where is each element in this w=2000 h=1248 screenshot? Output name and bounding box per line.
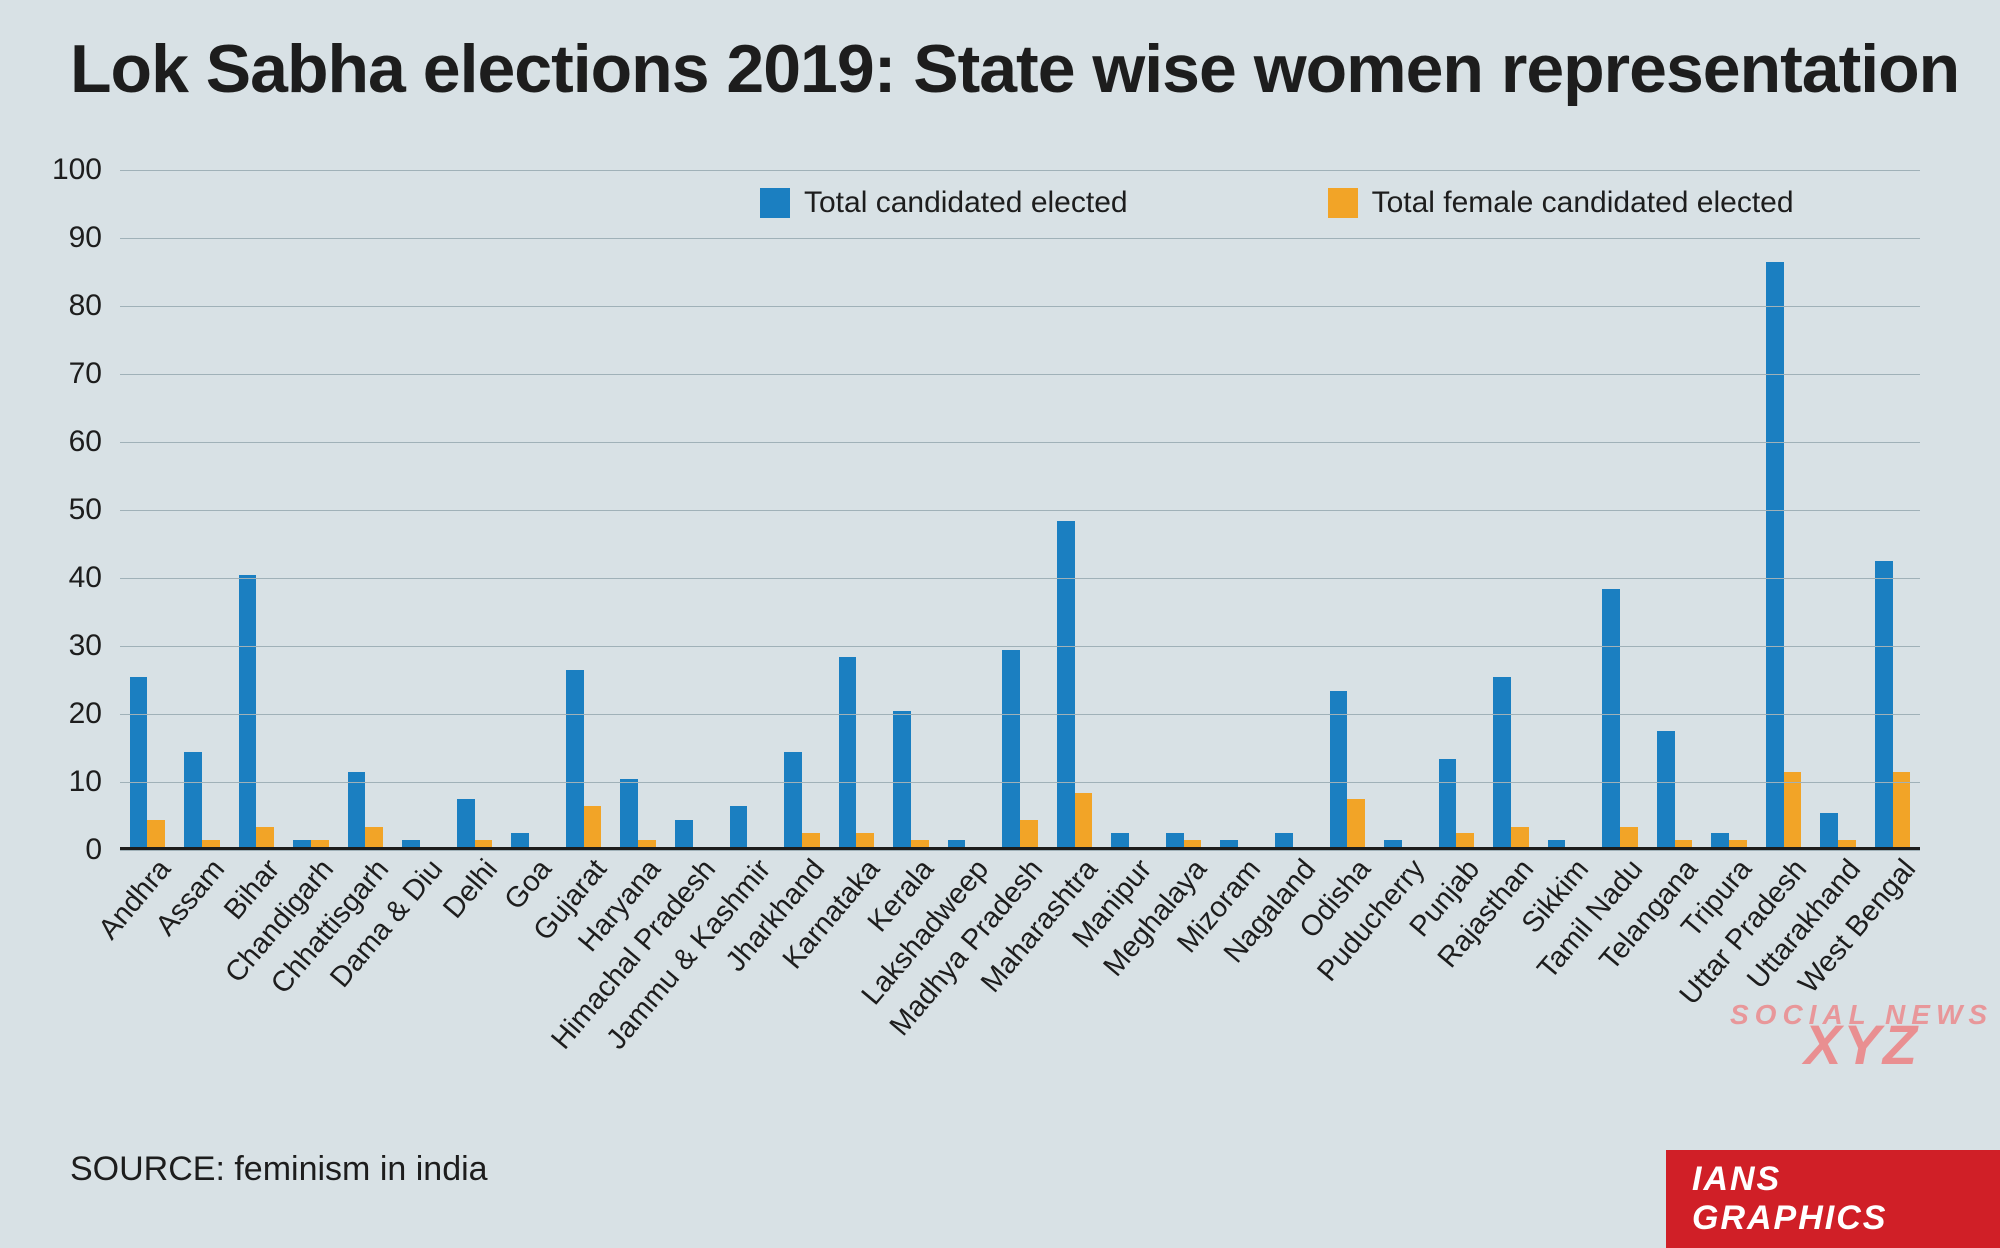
bar bbox=[1439, 759, 1457, 847]
bar bbox=[1347, 799, 1365, 847]
bar bbox=[348, 772, 366, 847]
bar bbox=[1166, 833, 1184, 847]
legend-swatch bbox=[760, 188, 790, 218]
y-tick-label: 70 bbox=[69, 357, 120, 391]
gridline bbox=[120, 714, 1920, 715]
bar bbox=[893, 711, 911, 847]
gridline bbox=[120, 374, 1920, 375]
bar bbox=[566, 670, 584, 847]
bar bbox=[202, 840, 220, 847]
bar bbox=[1711, 833, 1729, 847]
bar bbox=[638, 840, 656, 847]
bar bbox=[184, 752, 202, 847]
bar bbox=[839, 657, 857, 847]
bar bbox=[620, 779, 638, 847]
bar bbox=[856, 833, 874, 847]
bar bbox=[365, 827, 383, 847]
bar bbox=[911, 840, 929, 847]
bar bbox=[293, 840, 311, 847]
bar bbox=[1838, 840, 1856, 847]
gridline bbox=[120, 238, 1920, 239]
chart-canvas: Lok Sabha elections 2019: State wise wom… bbox=[0, 0, 2000, 1234]
gridline bbox=[120, 170, 1920, 171]
legend-item: Total candidated elected bbox=[760, 186, 1128, 220]
bar bbox=[1548, 840, 1566, 847]
chart-legend: Total candidated elected Total female can… bbox=[760, 186, 1794, 220]
gridline bbox=[120, 510, 1920, 511]
y-tick-label: 10 bbox=[69, 765, 120, 799]
watermark-subtext: SOCIAL NEWS bbox=[1730, 1005, 1993, 1025]
gridline bbox=[120, 306, 1920, 307]
bar bbox=[1020, 820, 1038, 847]
bars-layer bbox=[120, 170, 1920, 847]
bar bbox=[948, 840, 966, 847]
bar bbox=[1075, 793, 1093, 847]
y-tick-label: 80 bbox=[69, 289, 120, 323]
bar bbox=[1220, 840, 1238, 847]
gridline bbox=[120, 578, 1920, 579]
gridline bbox=[120, 782, 1920, 783]
bar bbox=[1384, 840, 1402, 847]
bar bbox=[784, 752, 802, 847]
bar bbox=[1057, 521, 1075, 847]
bar bbox=[457, 799, 475, 847]
y-tick-label: 90 bbox=[69, 221, 120, 255]
chart-title: Lok Sabha elections 2019: State wise wom… bbox=[70, 30, 1959, 108]
bar bbox=[239, 575, 257, 847]
bar bbox=[675, 820, 693, 847]
y-tick-label: 20 bbox=[69, 697, 120, 731]
bar bbox=[802, 833, 820, 847]
bar bbox=[256, 827, 274, 847]
x-tick-label: Delhi bbox=[437, 853, 505, 925]
bar bbox=[130, 677, 148, 847]
bar bbox=[1620, 827, 1638, 847]
bar bbox=[1820, 813, 1838, 847]
y-tick-label: 40 bbox=[69, 561, 120, 595]
y-tick-label: 60 bbox=[69, 425, 120, 459]
bar bbox=[1002, 650, 1020, 847]
y-tick-label: 0 bbox=[85, 833, 120, 867]
bar bbox=[475, 840, 493, 847]
bar bbox=[1875, 561, 1893, 847]
y-tick-label: 50 bbox=[69, 493, 120, 527]
bar bbox=[1275, 833, 1293, 847]
bar bbox=[1784, 772, 1802, 847]
legend-swatch bbox=[1328, 188, 1358, 218]
source-label: SOURCE: feminism in india bbox=[70, 1150, 488, 1189]
bar bbox=[511, 833, 529, 847]
gridline bbox=[120, 646, 1920, 647]
gridline bbox=[120, 850, 1920, 851]
bar bbox=[1675, 840, 1693, 847]
bar bbox=[1766, 262, 1784, 847]
bar bbox=[1657, 731, 1675, 847]
legend-item: Total female candidated elected bbox=[1328, 186, 1794, 220]
watermark: SOCIAL NEWS XYZ bbox=[1730, 1005, 1993, 1064]
bar bbox=[1456, 833, 1474, 847]
y-tick-label: 100 bbox=[52, 153, 120, 187]
bar bbox=[311, 840, 329, 847]
bar bbox=[1893, 772, 1911, 847]
legend-label: Total candidated elected bbox=[804, 186, 1128, 220]
bar bbox=[730, 806, 748, 847]
bar bbox=[1493, 677, 1511, 847]
y-tick-label: 30 bbox=[69, 629, 120, 663]
brand-badge: IANS GRAPHICS bbox=[1666, 1150, 2000, 1248]
bar bbox=[1184, 840, 1202, 847]
gridline bbox=[120, 442, 1920, 443]
bar bbox=[1729, 840, 1747, 847]
bar bbox=[1111, 833, 1129, 847]
bar bbox=[402, 840, 420, 847]
legend-label: Total female candidated elected bbox=[1372, 186, 1794, 220]
bar bbox=[1511, 827, 1529, 847]
bar bbox=[147, 820, 165, 847]
bar bbox=[584, 806, 602, 847]
plot-area: 0102030405060708090100AndhraAssamBiharCh… bbox=[120, 170, 1920, 850]
bar bbox=[1602, 589, 1620, 847]
